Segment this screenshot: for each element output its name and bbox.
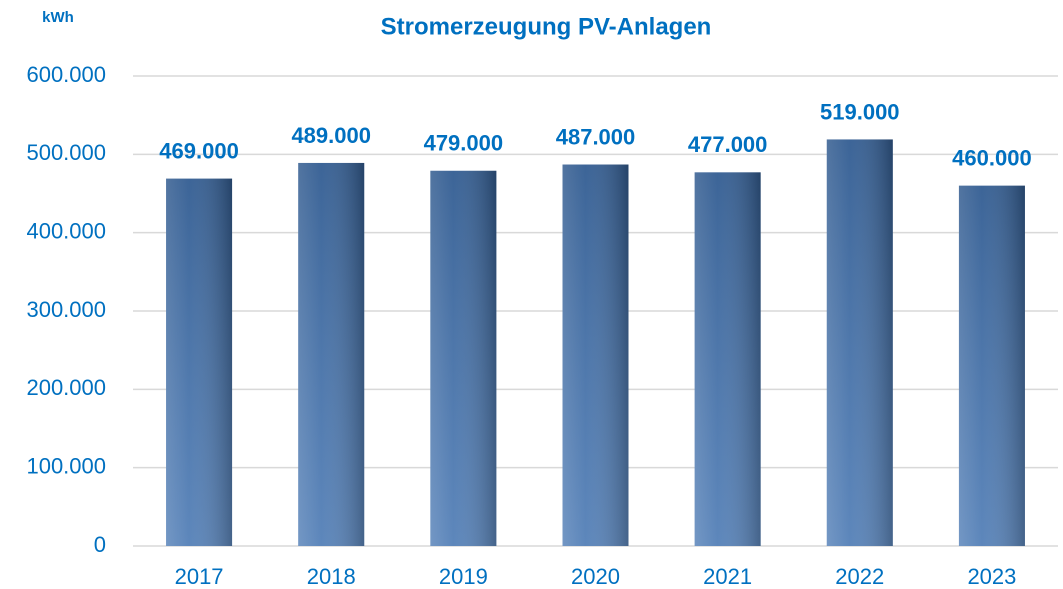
value-label: 479.000 xyxy=(424,131,504,156)
y-tick-label: 300.000 xyxy=(26,297,106,322)
y-tick-label: 500.000 xyxy=(26,140,106,165)
bar-shade xyxy=(298,162,365,546)
bar-shade xyxy=(958,185,1025,546)
value-label: 489.000 xyxy=(291,123,371,148)
y-tick-label: 200.000 xyxy=(26,375,106,400)
bar-shade xyxy=(562,164,629,546)
x-tick-label: 2019 xyxy=(439,564,488,589)
bar-shade xyxy=(694,172,761,546)
value-label: 519.000 xyxy=(820,99,900,124)
x-tick-label: 2018 xyxy=(307,564,356,589)
bar-shade xyxy=(166,178,233,546)
chart-title: Stromerzeugung PV-Anlagen xyxy=(381,13,712,40)
value-label: 487.000 xyxy=(556,124,636,149)
value-label: 460.000 xyxy=(952,145,1032,170)
x-tick-label: 2023 xyxy=(967,564,1016,589)
y-tick-label: 0 xyxy=(94,532,106,557)
x-tick-label: 2020 xyxy=(571,564,620,589)
x-tick-label: 2022 xyxy=(835,564,884,589)
bar-shade xyxy=(430,170,497,547)
y-axis-unit: kWh xyxy=(42,9,74,26)
y-tick-label: 100.000 xyxy=(26,453,106,478)
x-tick-label: 2017 xyxy=(175,564,224,589)
bar-shade xyxy=(826,139,893,546)
value-label: 477.000 xyxy=(688,132,768,157)
value-label: 469.000 xyxy=(159,138,239,163)
x-tick-label: 2021 xyxy=(703,564,752,589)
y-tick-label: 600.000 xyxy=(26,62,106,87)
y-tick-label: 400.000 xyxy=(26,218,106,243)
